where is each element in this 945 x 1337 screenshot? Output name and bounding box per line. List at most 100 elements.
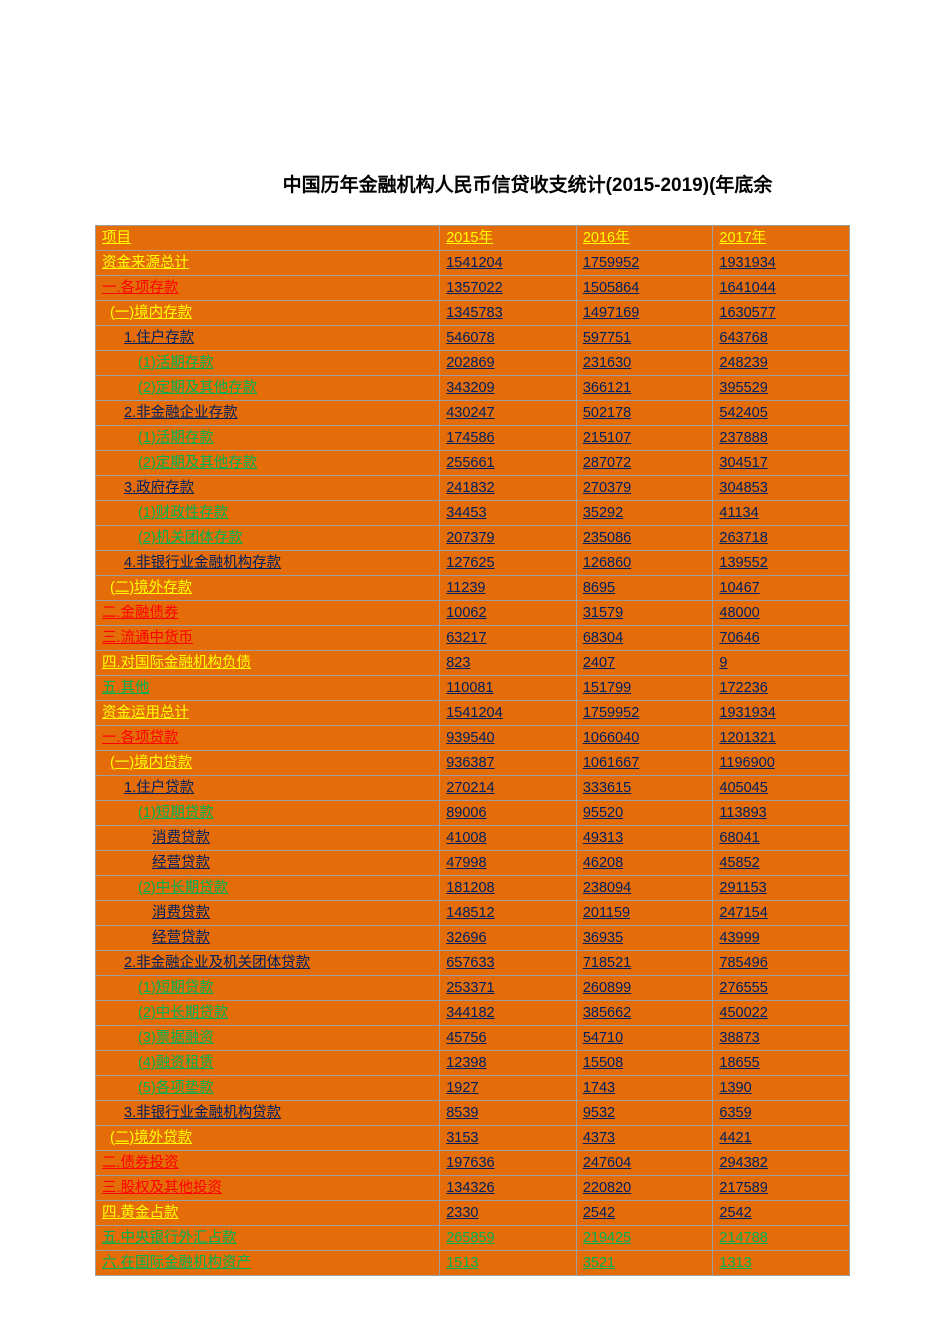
table-row: 经营贷款479984620845852 xyxy=(96,851,850,876)
data-cell: 546078 xyxy=(440,326,577,351)
data-cell: 10062 xyxy=(440,601,577,626)
data-cell: 385662 xyxy=(576,1001,713,1026)
data-cell: 36935 xyxy=(576,926,713,951)
data-cell: 235086 xyxy=(576,526,713,551)
data-cell: 207379 xyxy=(440,526,577,551)
data-cell: 217589 xyxy=(713,1176,850,1201)
data-cell: 294382 xyxy=(713,1151,850,1176)
data-cell: 45852 xyxy=(713,851,850,876)
data-cell: 6359 xyxy=(713,1101,850,1126)
table-header-row: 项目 2015年 2016年 2017年 xyxy=(96,226,850,251)
data-cell: 41008 xyxy=(440,826,577,851)
table-row: (2)中长期贷款344182385662450022 xyxy=(96,1001,850,1026)
data-cell: 1931934 xyxy=(713,251,850,276)
data-cell: 1497169 xyxy=(576,301,713,326)
data-cell: 333615 xyxy=(576,776,713,801)
data-cell: 657633 xyxy=(440,951,577,976)
row-label: 五.其他 xyxy=(96,676,440,701)
data-cell: 89006 xyxy=(440,801,577,826)
row-label: 消费贷款 xyxy=(96,901,440,926)
data-cell: 181208 xyxy=(440,876,577,901)
table-row: (二)境外存款11239869510467 xyxy=(96,576,850,601)
row-label: (5)各项垫款 xyxy=(96,1076,440,1101)
data-cell: 785496 xyxy=(713,951,850,976)
credit-statistics-table: 项目 2015年 2016年 2017年 资金来源总计1541204175995… xyxy=(95,225,850,1276)
row-label: 1.住户贷款 xyxy=(96,776,440,801)
data-cell: 1743 xyxy=(576,1076,713,1101)
data-cell: 1541204 xyxy=(440,701,577,726)
row-label: 四.黄金占款 xyxy=(96,1201,440,1226)
data-cell: 8695 xyxy=(576,576,713,601)
data-cell: 344182 xyxy=(440,1001,577,1026)
data-cell: 395529 xyxy=(713,376,850,401)
data-cell: 1201321 xyxy=(713,726,850,751)
table-row: 五.中央银行外汇占款265859219425214788 xyxy=(96,1226,850,1251)
table-row: 2.非金融企业存款430247502178542405 xyxy=(96,401,850,426)
data-cell: 1931934 xyxy=(713,701,850,726)
data-cell: 936387 xyxy=(440,751,577,776)
data-cell: 287072 xyxy=(576,451,713,476)
row-label: 经营贷款 xyxy=(96,851,440,876)
data-cell: 4373 xyxy=(576,1126,713,1151)
table-row: 资金运用总计154120417599521931934 xyxy=(96,701,850,726)
table-row: (2)定期及其他存款343209366121395529 xyxy=(96,376,850,401)
row-label: 3.非银行业金融机构贷款 xyxy=(96,1101,440,1126)
table-row: 4.非银行业金融机构存款127625126860139552 xyxy=(96,551,850,576)
data-cell: 46208 xyxy=(576,851,713,876)
row-label: 一.各项存款 xyxy=(96,276,440,301)
data-cell: 366121 xyxy=(576,376,713,401)
table-row: (4)融资租赁123981550818655 xyxy=(96,1051,850,1076)
table-row: 消费贷款148512201159247154 xyxy=(96,901,850,926)
data-cell: 304853 xyxy=(713,476,850,501)
data-cell: 134326 xyxy=(440,1176,577,1201)
data-cell: 110081 xyxy=(440,676,577,701)
data-cell: 15508 xyxy=(576,1051,713,1076)
row-label: (2)中长期贷款 xyxy=(96,1001,440,1026)
data-cell: 31579 xyxy=(576,601,713,626)
table-row: 2.非金融企业及机关团体贷款657633718521785496 xyxy=(96,951,850,976)
data-cell: 1345783 xyxy=(440,301,577,326)
row-label: (1)财政性存款 xyxy=(96,501,440,526)
data-cell: 270379 xyxy=(576,476,713,501)
row-label: 1.住户存款 xyxy=(96,326,440,351)
table-row: (1)短期贷款8900695520113893 xyxy=(96,801,850,826)
table-row: 经营贷款326963693543999 xyxy=(96,926,850,951)
data-cell: 215107 xyxy=(576,426,713,451)
data-cell: 1313 xyxy=(713,1251,850,1276)
data-cell: 231630 xyxy=(576,351,713,376)
data-cell: 2407 xyxy=(576,651,713,676)
data-cell: 253371 xyxy=(440,976,577,1001)
data-cell: 172236 xyxy=(713,676,850,701)
data-cell: 1927 xyxy=(440,1076,577,1101)
data-cell: 219425 xyxy=(576,1226,713,1251)
table-row: (3)票据融资457565471038873 xyxy=(96,1026,850,1051)
row-label: 消费贷款 xyxy=(96,826,440,851)
data-cell: 247604 xyxy=(576,1151,713,1176)
data-cell: 304517 xyxy=(713,451,850,476)
data-cell: 220820 xyxy=(576,1176,713,1201)
data-cell: 12398 xyxy=(440,1051,577,1076)
col-header-2015: 2015年 xyxy=(440,226,577,251)
data-cell: 1505864 xyxy=(576,276,713,301)
col-header-2017: 2017年 xyxy=(713,226,850,251)
data-cell: 1357022 xyxy=(440,276,577,301)
data-cell: 113893 xyxy=(713,801,850,826)
data-cell: 34453 xyxy=(440,501,577,526)
data-cell: 48000 xyxy=(713,601,850,626)
data-cell: 214788 xyxy=(713,1226,850,1251)
data-cell: 1513 xyxy=(440,1251,577,1276)
row-label: 三.股权及其他投资 xyxy=(96,1176,440,1201)
data-cell: 542405 xyxy=(713,401,850,426)
data-cell: 54710 xyxy=(576,1026,713,1051)
document-page: 中国历年金融机构人民币信贷收支统计(2015-2019)(年底余 项目 2015… xyxy=(0,0,945,1336)
table-row: (2)机关团体存款207379235086263718 xyxy=(96,526,850,551)
data-cell: 8539 xyxy=(440,1101,577,1126)
row-label: (二)境外存款 xyxy=(96,576,440,601)
table-row: (5)各项垫款192717431390 xyxy=(96,1076,850,1101)
data-cell: 450022 xyxy=(713,1001,850,1026)
table-row: 消费贷款410084931368041 xyxy=(96,826,850,851)
data-cell: 343209 xyxy=(440,376,577,401)
table-row: (2)中长期贷款181208238094291153 xyxy=(96,876,850,901)
table-row: 四.对国际金融机构负债82324079 xyxy=(96,651,850,676)
data-cell: 1630577 xyxy=(713,301,850,326)
